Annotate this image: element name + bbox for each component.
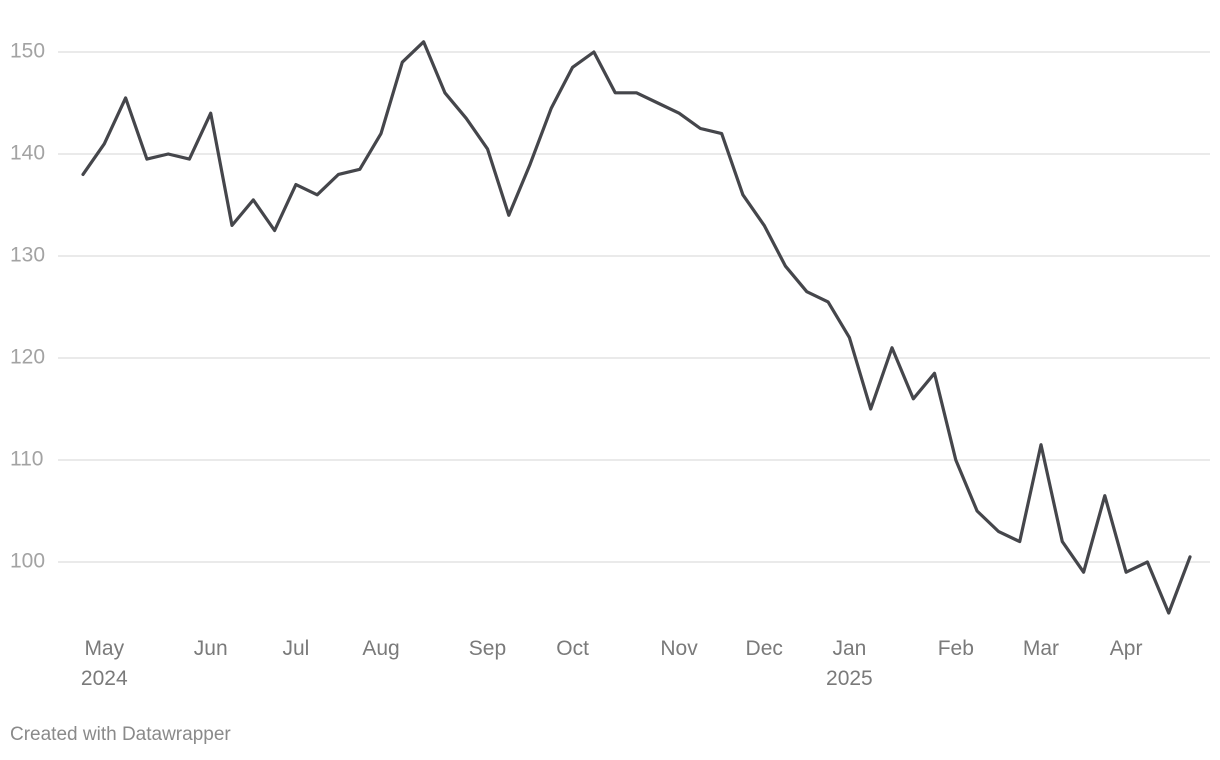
x-tick-label: Jun: [193, 637, 228, 660]
x-tick-label: Mar: [1022, 637, 1060, 660]
x-tick-label: Dec: [745, 637, 783, 660]
y-tick-label: 140: [10, 142, 45, 165]
x-tick-label: Sep: [468, 637, 507, 660]
x-tick-label: May 2024: [80, 637, 128, 690]
footer: Created with Datawrapper: [10, 724, 231, 745]
y-tick-label: 120: [10, 346, 45, 369]
x-tick-label: Aug: [362, 637, 400, 660]
y-tick-label: 110: [10, 448, 43, 471]
x-tick-label: Jul: [282, 637, 310, 660]
x-tick-label: Feb: [937, 637, 974, 660]
x-tick-label: Oct: [556, 637, 589, 660]
y-tick-label: 100: [10, 550, 45, 573]
chart: 100 110 120 130 140 150: [10, 40, 1210, 615]
y-tick-label: 150: [10, 40, 45, 63]
x-tick-label: Apr: [1109, 637, 1143, 660]
data-line: [81, 40, 1192, 615]
x-tick-label: Jan 2025: [826, 637, 873, 690]
y-tick-label: 130: [10, 244, 45, 267]
x-tick-label: Nov: [660, 637, 698, 660]
